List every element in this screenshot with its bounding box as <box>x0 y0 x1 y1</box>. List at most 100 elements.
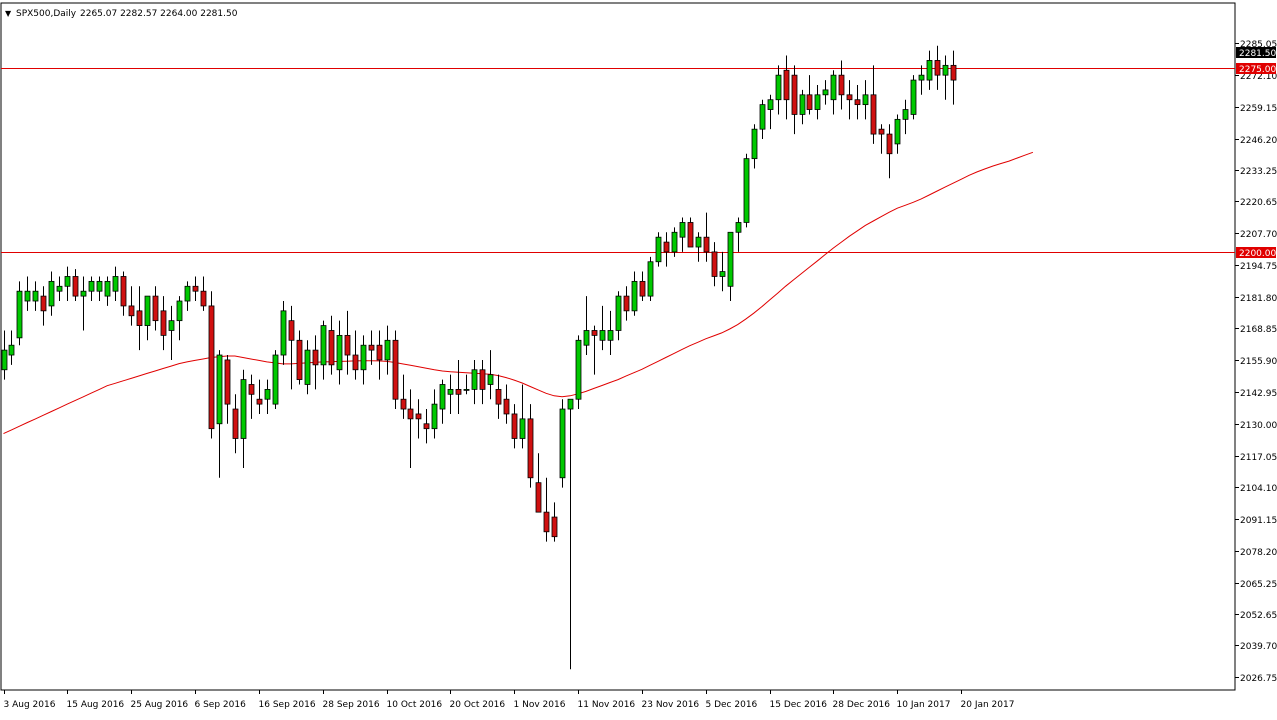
candle[interactable] <box>407 389 414 468</box>
candle[interactable] <box>176 296 183 341</box>
candle[interactable] <box>535 453 542 513</box>
candle[interactable] <box>120 271 127 316</box>
candle[interactable] <box>511 404 518 449</box>
candle[interactable] <box>208 291 215 439</box>
candle[interactable] <box>200 276 207 311</box>
candle[interactable] <box>479 359 486 405</box>
plot-area[interactable] <box>0 2 1236 691</box>
candle[interactable] <box>184 281 191 311</box>
candle[interactable] <box>431 389 438 439</box>
candle[interactable] <box>439 379 446 424</box>
candle[interactable] <box>447 374 454 414</box>
candle[interactable] <box>615 291 622 341</box>
candle[interactable] <box>806 75 813 115</box>
candle[interactable] <box>232 394 239 454</box>
candle[interactable] <box>846 80 853 120</box>
candle[interactable] <box>192 276 199 302</box>
price-axis[interactable]: 2285.05 2272.10 2259.15 2246.20 2233.25 2220.… <box>1235 40 1277 684</box>
candle[interactable] <box>527 404 534 488</box>
candle[interactable] <box>1 330 8 380</box>
candle[interactable] <box>344 310 351 375</box>
candle[interactable] <box>64 266 71 302</box>
time-axis[interactable]: 3 Aug 2016 15 Aug 2016 25 Aug 2016 6 Sep 20… <box>4 690 1015 710</box>
candle[interactable] <box>862 80 869 120</box>
dropdown-arrow-icon[interactable]: ▼ <box>5 9 12 18</box>
candle[interactable] <box>639 271 646 302</box>
candle[interactable] <box>72 269 79 302</box>
candle[interactable] <box>104 276 111 306</box>
candle[interactable] <box>224 355 231 424</box>
candle[interactable] <box>663 232 670 267</box>
candle[interactable] <box>272 350 279 410</box>
candle[interactable] <box>24 276 31 311</box>
candle[interactable] <box>503 384 510 424</box>
candle[interactable] <box>727 231 734 302</box>
candle[interactable] <box>495 374 502 419</box>
candle[interactable] <box>423 409 430 444</box>
candle[interactable] <box>599 305 606 351</box>
candle[interactable] <box>248 374 255 419</box>
candle[interactable] <box>136 286 143 351</box>
candle[interactable] <box>918 65 925 95</box>
candle[interactable] <box>128 286 135 326</box>
candle[interactable] <box>463 374 470 395</box>
candle[interactable] <box>240 369 247 468</box>
candle[interactable] <box>735 217 742 252</box>
candle[interactable] <box>360 335 367 385</box>
candle[interactable] <box>312 335 319 390</box>
candle[interactable] <box>926 50 933 90</box>
candle[interactable] <box>88 276 95 302</box>
candle[interactable] <box>743 153 750 228</box>
candle[interactable] <box>942 55 949 100</box>
candle[interactable] <box>280 301 287 365</box>
candle[interactable] <box>80 276 87 331</box>
candle[interactable] <box>455 359 462 414</box>
candles-layer[interactable] <box>1 45 957 670</box>
candle[interactable] <box>112 266 119 302</box>
candle[interactable] <box>487 350 494 400</box>
candle[interactable] <box>40 286 47 326</box>
candle[interactable] <box>719 251 726 292</box>
candle[interactable] <box>687 217 694 248</box>
candle[interactable] <box>296 330 303 385</box>
candle[interactable] <box>352 330 359 380</box>
candle[interactable] <box>591 325 598 375</box>
candle[interactable] <box>775 65 782 115</box>
candle[interactable] <box>32 281 39 311</box>
candle[interactable] <box>16 281 23 346</box>
candle[interactable] <box>783 55 790 120</box>
candle[interactable] <box>56 276 63 302</box>
candle[interactable] <box>256 379 263 414</box>
candle[interactable] <box>950 50 957 105</box>
candle[interactable] <box>902 99 909 135</box>
candle[interactable] <box>910 75 917 120</box>
candle[interactable] <box>679 217 686 252</box>
candle[interactable] <box>655 232 662 267</box>
candle[interactable] <box>567 398 574 670</box>
candle[interactable] <box>8 330 15 365</box>
candle[interactable] <box>647 256 654 302</box>
candle[interactable] <box>878 124 885 154</box>
candle[interactable] <box>767 94 774 130</box>
candle[interactable] <box>320 320 327 380</box>
candle[interactable] <box>376 330 383 380</box>
candle[interactable] <box>384 325 391 375</box>
candle[interactable] <box>703 212 710 262</box>
candle[interactable] <box>392 330 399 410</box>
candle[interactable] <box>623 286 630 321</box>
candle[interactable] <box>160 296 167 351</box>
candle[interactable] <box>607 310 614 356</box>
candle[interactable] <box>288 305 295 390</box>
candle[interactable] <box>304 340 311 395</box>
candle[interactable] <box>583 296 590 356</box>
candle[interactable] <box>368 330 375 365</box>
candle[interactable] <box>751 124 758 169</box>
candle[interactable] <box>695 232 702 262</box>
candle[interactable] <box>264 379 271 414</box>
candle[interactable] <box>799 89 806 125</box>
candle[interactable] <box>838 60 845 110</box>
candle[interactable] <box>575 335 582 410</box>
candle[interactable] <box>519 384 526 449</box>
candle[interactable] <box>559 399 566 488</box>
